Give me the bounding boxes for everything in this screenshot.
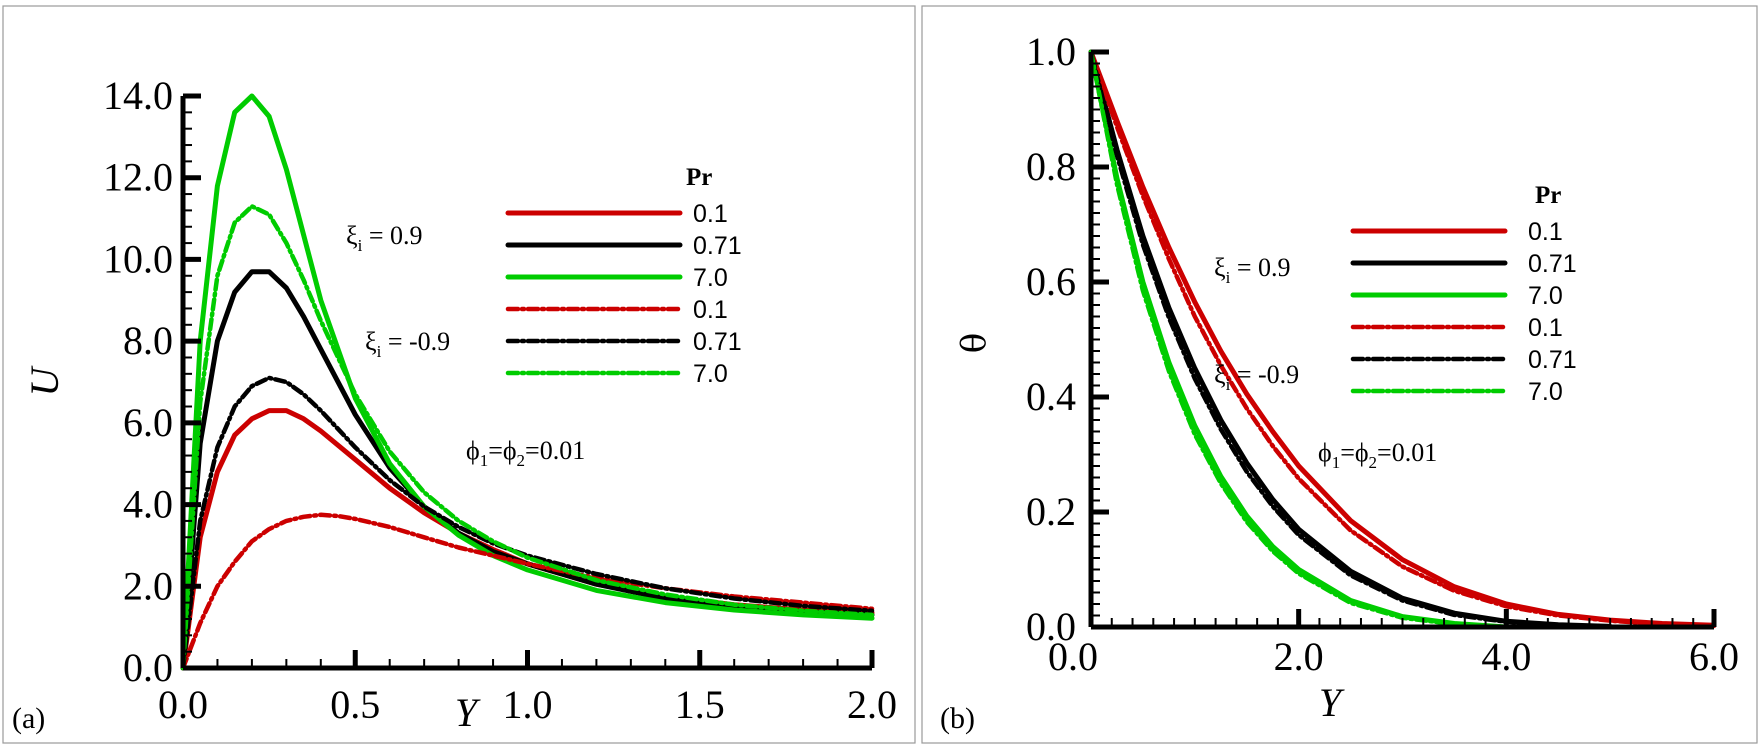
annotation-xi-pos-a: ξi = 0.9 (346, 221, 423, 255)
legend-label-b: 0.1 (1528, 218, 1563, 246)
series-line-a-black-xi-neg-pr-0_71 (180, 375, 875, 671)
legend-label-b: 7.0 (1528, 282, 1563, 310)
y-tick-label-a: 14.0 (103, 73, 173, 118)
y-tick-label-a: 8.0 (123, 318, 173, 363)
legend-label-a: 0.1 (693, 296, 728, 324)
annotation-phi-b: ϕ1=ϕ2=0.01 (1318, 438, 1437, 472)
panel-label-a: (a) (12, 702, 45, 735)
legend-label-b: 0.71 (1528, 346, 1577, 374)
annotation-xi-pos-b: ξi = 0.9 (1214, 253, 1291, 287)
plot-area-a (180, 93, 875, 671)
legend-b: Pr 0.1 0.71 7.0 0.1 0.71 7.0 (1350, 182, 1577, 406)
y-tick-label-a: 2.0 (123, 563, 173, 608)
x-tick-label-a: 1.5 (675, 682, 725, 727)
x-tick-label-a: 0.5 (330, 682, 380, 727)
legend-label-a: 0.71 (693, 232, 742, 260)
y-tick-label-a: 4.0 (123, 482, 173, 527)
legend-label-a: 0.1 (693, 200, 728, 228)
panel-a-frame (2, 5, 916, 744)
legend-label-b: 0.1 (1528, 314, 1563, 342)
x-tick-label-b: 6.0 (1689, 634, 1739, 679)
x-tick-label-b: 0.0 (1048, 634, 1098, 679)
x-tick-label-b: 2.0 (1274, 634, 1324, 679)
x-tick-label-a: 2.0 (847, 682, 897, 727)
panel-label-b: (b) (940, 702, 975, 735)
y-tick-label-a: 10.0 (103, 236, 173, 281)
panel-b: 0.0 2.0 4.0 6.0 0.0 0.2 0.4 0.6 0.8 1.0 Yθ (b) Pr 0.1… (921, 5, 1758, 744)
y-tick-label-b: 0.8 (1026, 144, 1076, 189)
legend-title-a: Pr (686, 164, 712, 191)
annotation-xi-neg-b: ξi = -0.9 (1214, 360, 1299, 394)
legend-label-a: 7.0 (693, 360, 728, 388)
series-line-b-black-xi-neg-pr-0_71 (1088, 49, 1613, 629)
series-line-a-black-xi-pos-pr-0_71 (180, 269, 875, 671)
series-line-b-red-xi-neg-pr-0_1 (1088, 49, 1717, 629)
y-tick-label-b: 0.0 (1026, 604, 1076, 649)
legend-a: Pr 0.1 0.71 7.0 0.1 0.71 7.0 (505, 164, 742, 388)
x-axis-title-a: Y (455, 690, 481, 735)
y-tick-label-b: 0.4 (1026, 374, 1076, 419)
y-axis-title-a: U (22, 364, 67, 396)
y-tick-label-a: 6.0 (123, 400, 173, 445)
plot-area-b (1088, 49, 1717, 630)
legend-title-b: Pr (1535, 182, 1561, 209)
annotation-phi-a: ϕ1=ϕ2=0.01 (466, 436, 585, 470)
legend-label-a: 7.0 (693, 264, 728, 292)
legend-label-b: 7.0 (1528, 378, 1563, 406)
series-line-b-green-xi-neg-pr-7_0 (1088, 49, 1509, 630)
annotation-xi-neg-a: ξi = -0.9 (365, 327, 450, 361)
series-line-a-green-xi-neg-pr-7_0 (180, 204, 875, 671)
legend-label-a: 0.71 (693, 328, 742, 356)
series-line-a-green-xi-pos-pr-7_0 (180, 93, 875, 671)
x-tick-label-a: 0.0 (158, 682, 208, 727)
y-tick-label-a: 0.0 (123, 645, 173, 690)
y-tick-label-b: 0.2 (1026, 489, 1076, 534)
y-tick-label-b: 0.6 (1026, 259, 1076, 304)
x-tick-label-b: 4.0 (1481, 634, 1531, 679)
x-axis-title-b: Y (1319, 680, 1345, 725)
y-tick-label-b: 1.0 (1026, 29, 1076, 74)
y-tick-label-a: 12.0 (103, 155, 173, 200)
legend-label-b: 0.71 (1528, 250, 1577, 278)
panel-a: 0.0 0.5 1.0 1.5 2.0 0.0 2.0 4.0 6.0 8.0 10.0 12.0 14… (2, 5, 916, 744)
x-tick-label-a: 1.0 (503, 682, 553, 727)
y-axis-title-b: θ (954, 333, 994, 353)
